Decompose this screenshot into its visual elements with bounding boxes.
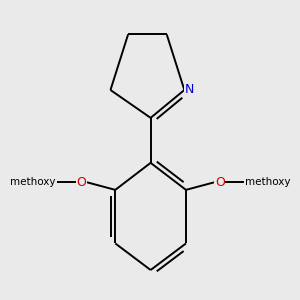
Text: N: N (184, 83, 194, 97)
Text: methoxy: methoxy (245, 177, 291, 187)
Text: methoxy: methoxy (11, 177, 56, 187)
Text: O: O (76, 176, 86, 189)
Text: O: O (215, 176, 225, 189)
